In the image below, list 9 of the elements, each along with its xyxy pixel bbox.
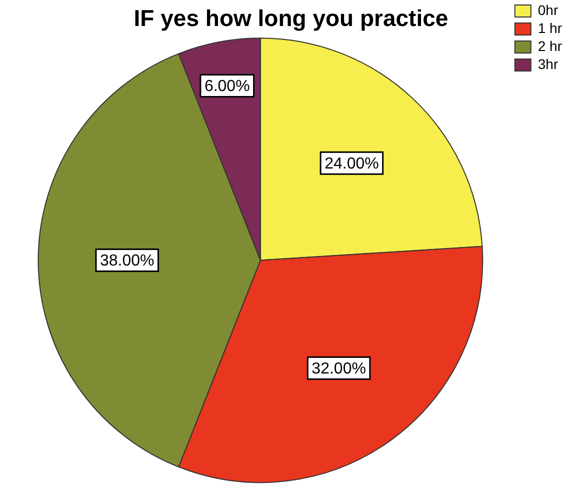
legend-label: 1 hr — [538, 20, 562, 36]
data-label: 24.00% — [324, 156, 379, 173]
legend-label: 3hr — [538, 56, 558, 72]
legend-label: 0hr — [538, 2, 558, 18]
data-label: 38.00% — [100, 252, 154, 270]
data-label: 6.00% — [204, 78, 250, 96]
chart-title: IF yes how long you practice — [134, 5, 448, 32]
data-label: 32.00% — [312, 360, 366, 378]
legend-label: 2 hr — [538, 38, 562, 54]
